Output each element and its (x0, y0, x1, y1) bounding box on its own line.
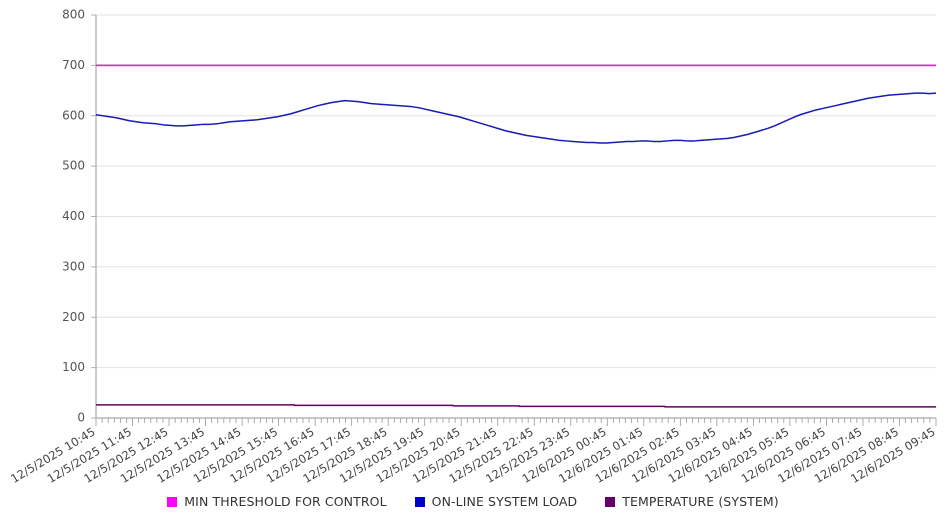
y-axis-label: 200 (62, 310, 85, 324)
y-axis-label: 0 (77, 411, 85, 425)
y-axis-label: 400 (62, 209, 85, 223)
legend-label: TEMPERATURE (SYSTEM) (622, 494, 779, 509)
legend-item-1[interactable]: MIN THRESHOLD FOR CONTROL (167, 494, 387, 509)
legend-swatch-icon (605, 496, 616, 507)
legend-item-2[interactable]: ON-LINE SYSTEM LOAD (414, 494, 578, 509)
y-axis-label: 600 (62, 108, 85, 122)
y-axis-label: 500 (62, 159, 85, 173)
legend-label: MIN THRESHOLD FOR CONTROL (184, 494, 387, 509)
y-axis-label: 800 (62, 8, 85, 22)
legend-swatch-icon (414, 496, 425, 507)
legend-label: ON-LINE SYSTEM LOAD (431, 494, 578, 509)
series-line-temperature-system (96, 404, 936, 408)
legend-swatch-icon (167, 496, 178, 507)
chart-legend: MIN THRESHOLD FOR CONTROL ON-LINE SYSTEM … (0, 494, 946, 509)
y-axis-label: 700 (62, 58, 85, 72)
y-axis-label: 100 (62, 360, 85, 374)
series-line-on-line-system-load (95, 92, 937, 144)
y-axis-label: 300 (62, 259, 85, 273)
legend-item-3[interactable]: TEMPERATURE (SYSTEM) (605, 494, 779, 509)
